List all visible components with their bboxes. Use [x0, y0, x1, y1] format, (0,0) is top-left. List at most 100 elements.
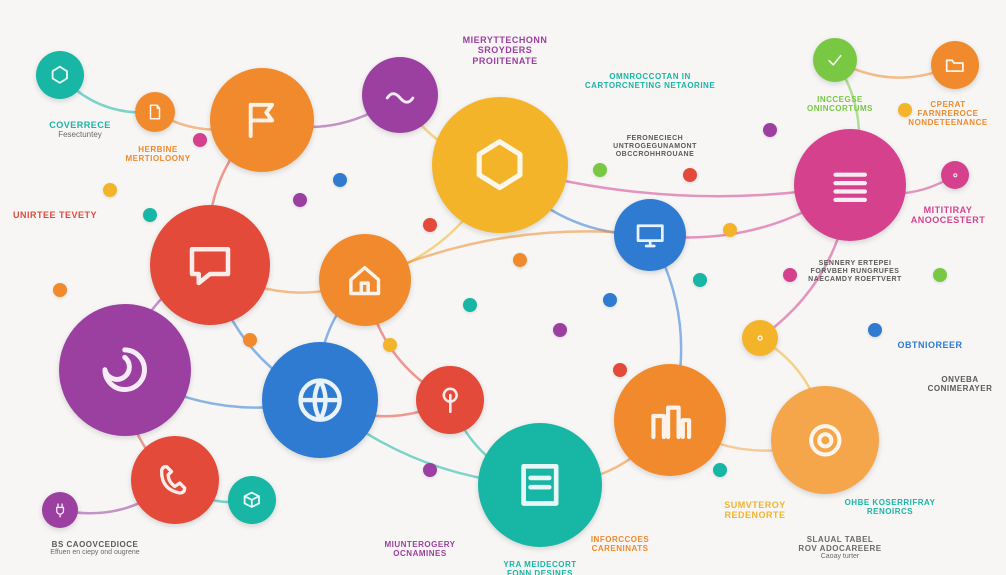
label-title: BS CAOOVCEDIOCE [50, 540, 139, 549]
node-n_purple_bl [42, 492, 78, 528]
mini-node [603, 293, 617, 307]
node-n_purple_l [59, 304, 191, 436]
mini-node [103, 183, 117, 197]
label-title: MIUNTEROGERY OCNAMINES [384, 540, 455, 558]
mini-node [143, 208, 157, 222]
mini-node [513, 253, 527, 267]
mini-node [423, 218, 437, 232]
swirl-icon [95, 340, 154, 399]
node-n_orange_br [614, 364, 726, 476]
label-sub: Fesectuntey [49, 130, 111, 139]
dot-icon [752, 330, 768, 346]
node-n_red_left [150, 205, 270, 325]
mini-node [53, 283, 67, 297]
mini-node [333, 173, 347, 187]
node-n_pink_small [941, 161, 969, 189]
label: OBTNIOREER [897, 340, 962, 350]
flag-icon [239, 97, 286, 144]
mini-node [898, 103, 912, 117]
label: MITITIRAY ANOOCESTERT [911, 205, 986, 226]
mini-node [783, 268, 797, 282]
chat-icon [183, 238, 237, 292]
label-title: SLAUAL TABEL ROV ADOCAREERE [798, 535, 881, 553]
mini-node [683, 168, 697, 182]
node-n_orange_mid [319, 234, 411, 326]
label-title: COVERRECE [49, 120, 111, 130]
label-title: SUMVTEROY REDENORTE [724, 500, 786, 521]
mini-node [933, 268, 947, 282]
house-icon [344, 259, 385, 300]
mini-node [713, 463, 727, 477]
label-sub: Caoay turter [798, 553, 881, 561]
label: CPERAT FARNREROCE NONDETEENANCE [908, 100, 987, 128]
label: INCCEGSE ONINCORTUMS [807, 95, 873, 113]
node-n_blue_mid [614, 199, 686, 271]
node-n_yellow_c [432, 97, 568, 233]
node-n_orange_far [771, 386, 879, 494]
mini-node [693, 273, 707, 287]
node-n_yellow_sm [742, 320, 778, 356]
node-n_red_mid [416, 366, 484, 434]
node-n_blue_big [262, 342, 378, 458]
mini-node [763, 123, 777, 137]
label: SUMVTEROY REDENORTE [724, 500, 786, 521]
plug-icon [52, 502, 68, 518]
node-n_green_tr [813, 38, 857, 82]
label-title: MITITIRAY ANOOCESTERT [911, 205, 986, 226]
label: HERBINE MERTIOLOONY [125, 145, 190, 163]
node-n_orange_big1 [210, 68, 314, 172]
node-n_orange_tr [931, 41, 979, 89]
phone-icon [155, 460, 195, 500]
label: MIERYTTECHONN SROYDERS PROIITENATE [463, 35, 548, 66]
globe-icon [294, 374, 346, 426]
mini-node [613, 363, 627, 377]
label-title: OMNROCCOTAN IN CARTORCNETING NETAORINE [585, 72, 715, 90]
check-icon [825, 50, 845, 70]
monitor-icon [634, 219, 666, 251]
label: OMNROCCOTAN IN CARTORCNETING NETAORINE [585, 72, 715, 90]
label-title: YRA MEIDECORT FONN DESINES [503, 560, 576, 575]
mini-node [293, 193, 307, 207]
network-diagram: COVERRECEFesectuntey HERBINE MERTIOLOONY M… [0, 0, 1006, 575]
label: INFORCCOES CARENINATS [591, 535, 649, 553]
mini-node [723, 223, 737, 237]
label-title: OHBE KOSERRIFRAY RENOIRCS [845, 498, 936, 516]
label-title: FERONECIECH UNTROGEGUNAMONT OBCCROHHROUA… [613, 135, 697, 159]
node-n_teal_sm [228, 476, 276, 524]
label: BS CAOOVCEDIOCEEffuen en ciepy ond ougre… [50, 540, 139, 557]
folder-icon [944, 54, 966, 76]
mini-node [383, 338, 397, 352]
mini-node [423, 463, 437, 477]
label-title: HERBINE MERTIOLOONY [125, 145, 190, 163]
node-n_red_bl [131, 436, 219, 524]
label-title: INCCEGSE ONINCORTUMS [807, 95, 873, 113]
label: YRA MEIDECORT FONN DESINES [503, 560, 576, 575]
label-title: OBTNIOREER [897, 340, 962, 350]
label-title: SENNERY ERTEPEI FORVBEH RUNGRUFES NAECAM… [808, 260, 902, 284]
stack-icon [825, 160, 875, 210]
label-title: CPERAT FARNREROCE NONDETEENANCE [908, 100, 987, 128]
city-icon [645, 395, 695, 445]
label-title: UNIRTEE TEVETY [13, 210, 97, 220]
label: SENNERY ERTEPEI FORVBEH RUNGRUFES NAECAM… [808, 260, 902, 284]
label-sub: Effuen en ciepy ond ougrene [50, 549, 139, 557]
hex-icon [49, 64, 71, 86]
wave-icon [383, 78, 417, 112]
box-icon [241, 489, 263, 511]
mini-node [593, 163, 607, 177]
label: UNIRTEE TEVETY [13, 210, 97, 220]
label: OHBE KOSERRIFRAY RENOIRCS [845, 498, 936, 516]
pin-icon [435, 385, 466, 416]
label: FERONECIECH UNTROGEGUNAMONT OBCCROHHROUA… [613, 135, 697, 159]
node-n_orange_sq [135, 92, 175, 132]
node-n_purple_top [362, 57, 438, 133]
label: COVERRECEFesectuntey [49, 120, 111, 140]
label-title: ONVEBA CONIMERAYER [928, 375, 993, 393]
note-icon [512, 457, 568, 513]
hex-icon [469, 134, 530, 195]
target-icon [801, 416, 850, 465]
mini-node [193, 133, 207, 147]
mini-node [553, 323, 567, 337]
label-title: INFORCCOES CARENINATS [591, 535, 649, 553]
dot-icon [949, 169, 962, 182]
